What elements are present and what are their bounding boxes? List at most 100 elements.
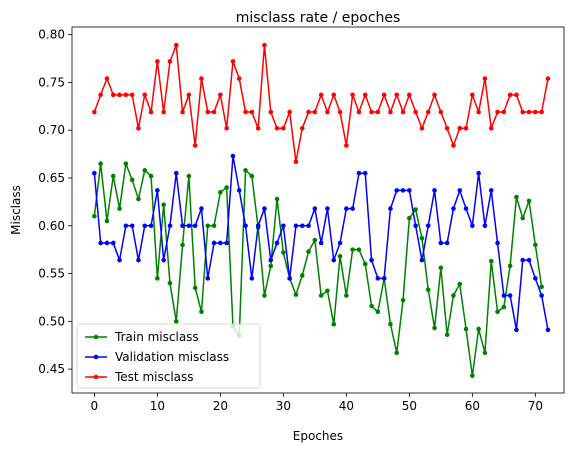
data-point: [476, 109, 481, 115]
x-tick-label: 70: [528, 399, 543, 413]
data-point: [394, 188, 400, 193]
data-point: [312, 206, 318, 211]
data-point: [255, 126, 261, 131]
data-point: [495, 309, 500, 315]
data-point: [451, 293, 456, 298]
x-tick-label: 50: [402, 399, 417, 413]
data-point: [161, 109, 166, 115]
data-point: [218, 92, 223, 98]
data-point: [104, 76, 110, 81]
y-tick-label: 0.45: [38, 362, 65, 376]
legend-entry: Train misclass: [85, 330, 199, 344]
data-point: [337, 254, 343, 259]
data-point: [394, 92, 400, 98]
data-point: [262, 42, 267, 48]
data-point: [344, 143, 349, 148]
data-point: [507, 293, 513, 298]
series-validation-misclass: [92, 153, 551, 333]
data-point: [318, 240, 324, 246]
data-point: [129, 223, 135, 229]
data-point: [224, 185, 229, 190]
data-point: [369, 303, 374, 309]
data-point: [463, 126, 469, 131]
data-point: [167, 223, 173, 229]
data-point: [375, 309, 381, 315]
data-point: [180, 242, 185, 248]
data-point: [268, 257, 274, 263]
data-point: [375, 109, 381, 115]
data-point: [476, 326, 481, 332]
data-point: [350, 247, 355, 252]
data-point: [520, 109, 526, 115]
data-point: [539, 293, 544, 298]
data-point: [205, 109, 211, 115]
data-point: [495, 109, 500, 115]
data-point: [432, 188, 437, 193]
legend-entry: Test misclass: [85, 370, 194, 384]
data-point: [413, 207, 418, 212]
x-tick-label: 60: [465, 399, 480, 413]
data-point: [388, 321, 393, 327]
data-point: [161, 202, 166, 208]
series-line: [93, 162, 543, 377]
data-point: [129, 177, 135, 183]
chart-title: misclass rate / epoches: [236, 10, 401, 26]
data-point: [123, 223, 129, 229]
data-point: [425, 109, 431, 115]
data-point: [488, 258, 494, 264]
data-point: [287, 276, 292, 281]
data-point: [167, 280, 173, 286]
data-point: [514, 92, 519, 98]
data-point: [526, 109, 532, 115]
data-point: [192, 223, 198, 229]
data-point: [356, 170, 362, 176]
y-tick-label: 0.50: [38, 314, 65, 328]
data-point: [325, 206, 330, 211]
data-point: [331, 321, 337, 327]
y-tick-label: 0.70: [38, 123, 65, 137]
data-point: [142, 92, 148, 98]
data-point: [318, 92, 324, 98]
data-point: [148, 173, 154, 179]
data-point: [463, 326, 469, 332]
data-point: [243, 168, 248, 173]
data-point: [186, 223, 192, 229]
data-point: [306, 109, 311, 115]
y-tick-label: 0.55: [38, 267, 65, 281]
data-point: [362, 92, 368, 98]
data-point: [262, 206, 267, 211]
data-point: [243, 109, 248, 115]
data-point: [425, 223, 431, 229]
x-tick-label: 20: [213, 399, 228, 413]
data-point: [369, 257, 374, 263]
data-point: [155, 188, 160, 193]
data-point: [136, 126, 141, 131]
data-point: [123, 92, 129, 98]
data-point: [356, 247, 362, 252]
data-point: [104, 240, 110, 246]
legend-swatch-marker: [93, 374, 99, 380]
data-point: [218, 190, 223, 195]
data-point: [419, 257, 425, 263]
data-point: [407, 215, 412, 221]
data-point: [268, 263, 274, 269]
data-point: [488, 126, 494, 131]
data-point: [381, 276, 387, 281]
data-point: [488, 188, 494, 193]
data-point: [110, 173, 116, 179]
data-point: [400, 109, 406, 115]
data-point: [281, 126, 286, 131]
x-tick-label: 30: [276, 399, 291, 413]
data-point: [325, 288, 330, 294]
data-point: [312, 237, 318, 243]
data-point: [444, 240, 450, 246]
data-point: [545, 327, 551, 333]
data-point: [514, 327, 519, 333]
data-point: [337, 240, 343, 246]
data-point: [507, 92, 513, 98]
data-point: [482, 223, 488, 229]
data-point: [236, 76, 242, 81]
series-layer: [92, 42, 551, 379]
data-point: [482, 76, 488, 81]
